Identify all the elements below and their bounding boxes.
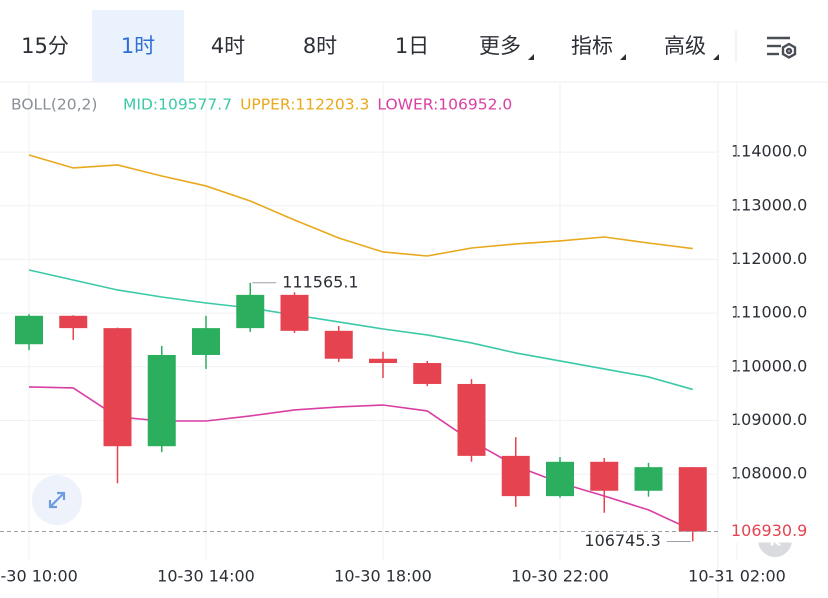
expand-button[interactable] [32, 475, 82, 525]
candle-body [501, 455, 530, 497]
tab[interactable]: 1日 [395, 34, 429, 58]
high-label: 111565.1 [282, 272, 358, 291]
dropdown-arrow [713, 54, 719, 60]
tab[interactable]: 1时 [121, 34, 155, 58]
y-tick-label: 113000.0 [731, 195, 807, 214]
settings-icon[interactable] [767, 36, 797, 59]
tab[interactable]: 指标 [571, 34, 613, 58]
dropdown-arrow [620, 54, 626, 60]
candle-body [15, 315, 43, 345]
last-price-box [722, 520, 828, 543]
tab[interactable]: 更多 [479, 34, 521, 58]
candle-body [103, 328, 132, 447]
band-line [28, 269, 693, 391]
active-tab-bg [92, 10, 184, 82]
tab[interactable]: 4时 [211, 34, 245, 58]
candle-body [413, 363, 442, 384]
candle-body [192, 328, 220, 355]
band-line [28, 154, 693, 257]
x-tick-label: 10-30 18:00 [334, 567, 432, 586]
y-tick-label: 108000.0 [731, 464, 807, 483]
candle-body [369, 358, 397, 364]
x-tick-label: 10-30 14:00 [157, 567, 255, 586]
candle-body [236, 294, 265, 329]
candle-body [147, 354, 176, 447]
candle-body [634, 467, 663, 491]
candle-body [546, 461, 574, 497]
band-line [28, 386, 694, 532]
candle-body [324, 330, 353, 359]
x-tick-label: 10-30 10:00 [0, 567, 78, 586]
candle-body [590, 461, 619, 491]
low-label: 106745.3 [584, 531, 660, 550]
candle-body [457, 383, 486, 456]
candle-body [678, 467, 707, 532]
legend-entry: UPPER:112203.3 [240, 96, 369, 114]
x-tick-label: 10-31 02:00 [688, 567, 786, 586]
tab[interactable]: 8时 [303, 34, 337, 58]
y-tick-label: 114000.0 [731, 142, 807, 161]
candle-body [59, 315, 88, 329]
last-price-label: 106930.9 [731, 521, 807, 540]
x-tick-label: 10-30 22:00 [511, 567, 609, 586]
tab[interactable]: 高级 [664, 34, 706, 58]
legend-entry: LOWER:106952.0 [377, 96, 512, 114]
y-tick-label: 109000.0 [731, 410, 807, 429]
dropdown-arrow [528, 54, 534, 60]
indicator-title: BOLL(20,2) [11, 96, 97, 114]
y-tick-label: 112000.0 [731, 249, 807, 268]
legend-entry: MID:109577.7 [123, 96, 232, 114]
tab[interactable]: 15分 [21, 34, 69, 58]
candle-body [280, 294, 309, 331]
y-tick-label: 111000.0 [731, 303, 807, 322]
y-tick-label: 110000.0 [731, 356, 807, 375]
